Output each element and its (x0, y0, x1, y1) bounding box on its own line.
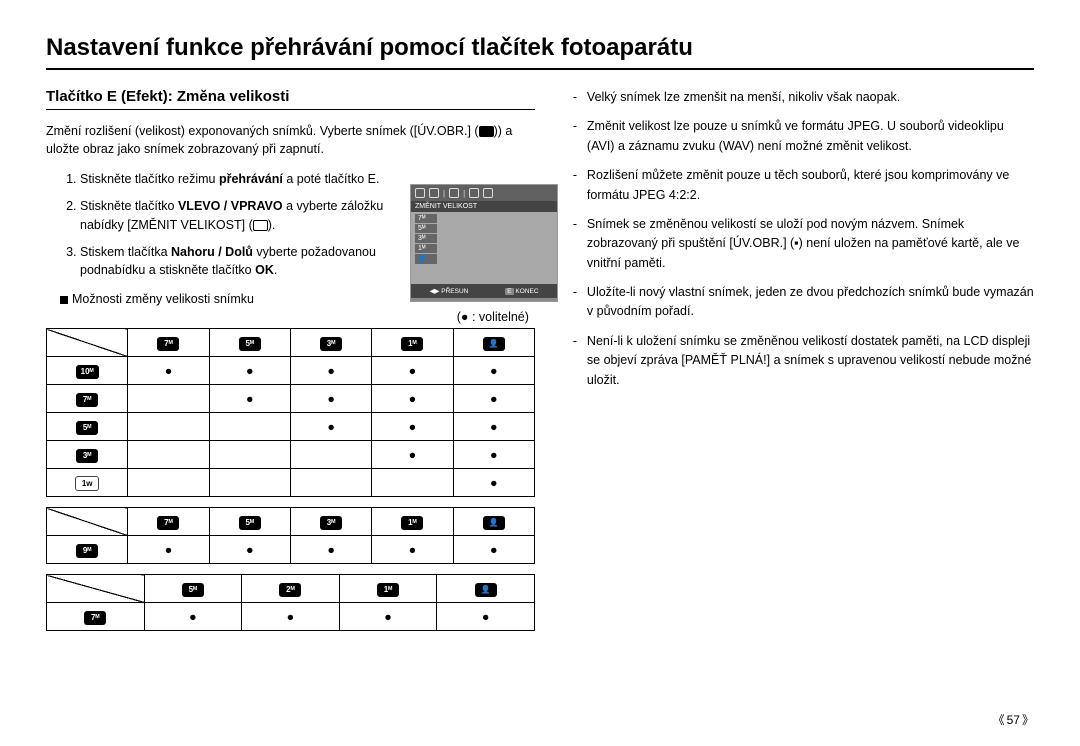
note-item: Není-li k uložení snímku se změněnou vel… (569, 332, 1034, 390)
table-cell: ● (453, 357, 534, 385)
table-cell (128, 469, 209, 497)
table-cell: ● (372, 536, 453, 564)
table-cell (128, 441, 209, 469)
table-header-cell: 7ᴹ (128, 508, 209, 536)
table-row: 7ᴹ●●●● (47, 603, 535, 631)
resize-options-table: 5ᴹ2ᴹ1ᴹ👤7ᴹ●●●● (46, 574, 535, 631)
startup-image-icon (479, 126, 494, 137)
table-cell: ● (290, 536, 371, 564)
note-item: Změnit velikost lze pouze u snímků ve fo… (569, 117, 1034, 156)
right-column: Velký snímek lze zmenšit na menší, nikol… (569, 88, 1034, 641)
square-bullet-icon (60, 296, 68, 304)
table-cell: ● (209, 357, 290, 385)
table-header-cell: 👤 (437, 575, 535, 603)
topbar-icon (429, 188, 439, 198)
table-cell: ● (453, 469, 534, 497)
page-title: Nastavení funkce přehrávání pomocí tlačí… (46, 34, 1034, 70)
note-item: Snímek se změněnou velikostí se uloží po… (569, 215, 1034, 273)
table-row-header: 5ᴹ (47, 413, 128, 441)
menu-option: 1ᴹ (415, 244, 437, 253)
table-header-cell: 👤 (453, 508, 534, 536)
table-cell: ● (290, 385, 371, 413)
table-header-cell: 1ᴹ (372, 329, 453, 357)
table-cell (209, 469, 290, 497)
table-cell: ● (453, 536, 534, 564)
table-row: 10ᴹ●●●●● (47, 357, 535, 385)
table-cell: ● (372, 357, 453, 385)
table-row-header: 10ᴹ (47, 357, 128, 385)
table-row-header: 7ᴹ (47, 603, 145, 631)
table-header-cell: 3ᴹ (290, 508, 371, 536)
table-row-header: 1w (47, 469, 128, 497)
table-cell (290, 469, 371, 497)
table-row: 3ᴹ ●● (47, 441, 535, 469)
table-header-cell: 7ᴹ (128, 329, 209, 357)
table-cell: ● (144, 603, 242, 631)
menu-option: 3ᴹ (415, 234, 437, 243)
table-cell: ● (372, 385, 453, 413)
footer-key-exit: E KONEC (505, 288, 538, 295)
menu-option: 👤 (415, 254, 437, 264)
topbar-icon (483, 188, 493, 198)
section-title: Tlačítko E (Efekt): Změna velikosti (46, 88, 535, 110)
topbar-icon (469, 188, 479, 198)
table-header-cell: 👤 (453, 329, 534, 357)
table-cell (209, 441, 290, 469)
table-cell: ● (453, 441, 534, 469)
resize-options-table: 7ᴹ5ᴹ3ᴹ1ᴹ👤9ᴹ●●●●● (46, 507, 535, 564)
table-header-cell: 2ᴹ (242, 575, 340, 603)
table-header-cell: 3ᴹ (290, 329, 371, 357)
table-cell: ● (453, 413, 534, 441)
menu-option: 5ᴹ (415, 224, 437, 233)
intro-text: Změní rozlišení (velikost) exponovaných … (46, 122, 535, 158)
page-number: 57 (993, 711, 1034, 728)
table-row: 7ᴹ●●●● (47, 385, 535, 413)
table-cell: ● (437, 603, 535, 631)
table-header-cell: 1ᴹ (372, 508, 453, 536)
topbar-icon (449, 188, 459, 198)
camera-menu-screenshot: | | ZMĚNIT VELIKOST 7ᴹ5ᴹ3ᴹ1ᴹ👤 ◀▶ PŘESUN … (410, 184, 558, 302)
table-cell: ● (128, 536, 209, 564)
table-row: 9ᴹ●●●●● (47, 536, 535, 564)
table-cell: ● (209, 385, 290, 413)
table-row-header: 7ᴹ (47, 385, 128, 413)
table-cell (290, 441, 371, 469)
table-cell: ● (339, 603, 437, 631)
table-row: 5ᴹ●●● (47, 413, 535, 441)
table-header-cell: 5ᴹ (209, 329, 290, 357)
menu-title: ZMĚNIT VELIKOST (411, 201, 557, 212)
footer-key-move: ◀▶ PŘESUN (429, 287, 468, 295)
table-cell: ● (372, 413, 453, 441)
table-cell: ● (128, 357, 209, 385)
table-cell: ● (372, 441, 453, 469)
table-cell: ● (290, 357, 371, 385)
table-cell (209, 413, 290, 441)
table-cell: ● (242, 603, 340, 631)
table-row-header: 9ᴹ (47, 536, 128, 564)
table-header-cell: 5ᴹ (209, 508, 290, 536)
menu-option: 7ᴹ (415, 214, 437, 223)
note-item: Uložíte-li nový vlastní snímek, jeden ze… (569, 283, 1034, 322)
table-row: 1w ● (47, 469, 535, 497)
topbar-icon (415, 188, 425, 198)
table-row-header: 3ᴹ (47, 441, 128, 469)
note-item: Rozlišení můžete změnit pouze u těch sou… (569, 166, 1034, 205)
table-cell (372, 469, 453, 497)
table-cell: ● (290, 413, 371, 441)
legend: (● : volitelné) (46, 310, 535, 324)
table-cell: ● (209, 536, 290, 564)
resize-options-table: 7ᴹ5ᴹ3ᴹ1ᴹ👤10ᴹ●●●●●7ᴹ●●●●5ᴹ●●●3ᴹ●●1w● (46, 328, 535, 497)
note-item: Velký snímek lze zmenšit na menší, nikol… (569, 88, 1034, 107)
left-column: Tlačítko E (Efekt): Změna velikosti Změn… (46, 88, 535, 641)
table-header-cell: 1ᴹ (339, 575, 437, 603)
table-cell (128, 413, 209, 441)
table-cell: ● (453, 385, 534, 413)
table-cell (128, 385, 209, 413)
resize-menu-icon (253, 220, 268, 231)
table-header-cell: 5ᴹ (144, 575, 242, 603)
notes-list: Velký snímek lze zmenšit na menší, nikol… (569, 88, 1034, 390)
intro-line1: Změní rozlišení (velikost) exponovaných … (46, 124, 471, 138)
